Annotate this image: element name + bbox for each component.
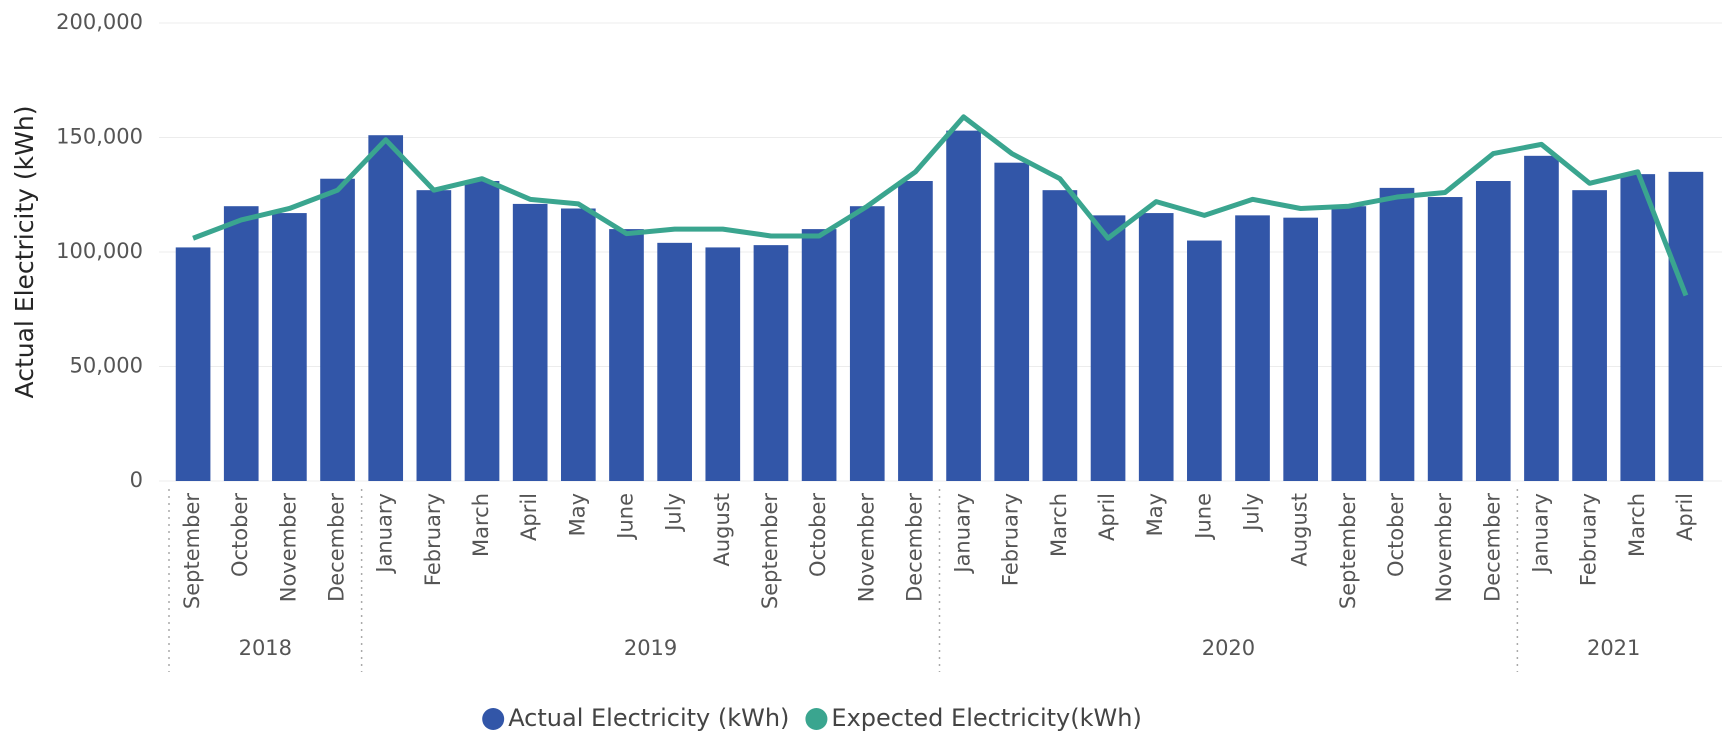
x-tick-label: January [373, 493, 397, 575]
x-tick-label: December [902, 493, 926, 602]
y-tick-label: 50,000 [70, 354, 143, 378]
x-tick-label: March [1625, 493, 1649, 557]
bar [994, 162, 1030, 481]
x-tick-label: May [565, 493, 589, 536]
y-tick-label: 200,000 [56, 10, 143, 34]
x-tick-label: June [1191, 493, 1215, 541]
bar [946, 130, 981, 481]
x-tick-label: March [1047, 493, 1071, 557]
y-tick-label: 150,000 [56, 125, 143, 149]
x-tick-label: July [1240, 493, 1264, 533]
x-tick-label: September [180, 493, 204, 609]
x-tick-label: November [276, 493, 300, 603]
x-tick-label: October [1384, 493, 1408, 577]
bar [560, 208, 596, 482]
x-tick-label: September [1336, 493, 1360, 609]
x-tick-label: January [1528, 493, 1552, 575]
y-axis-label: Actual Electricity (kWh) [10, 106, 39, 399]
legend: Actual Electricity (kWh) Expected Electri… [482, 704, 1142, 732]
x-group-label: 2020 [1202, 636, 1255, 660]
x-tick-label: December [1480, 493, 1504, 602]
x-tick-label: April [1095, 493, 1119, 541]
x-tick-label: February [1577, 493, 1601, 586]
bar [1187, 240, 1222, 481]
x-group-label: 2018 [239, 636, 292, 660]
bar [320, 178, 355, 481]
bar [705, 247, 741, 481]
legend-label: Expected Electricity(kWh) [831, 704, 1141, 732]
y-tick-label: 100,000 [56, 239, 143, 263]
bar [657, 242, 692, 481]
x-tick-label: October [806, 493, 830, 577]
bar [1427, 197, 1463, 482]
x-group-label: 2021 [1587, 636, 1640, 660]
x-tick-label: April [517, 493, 541, 541]
bar [1668, 171, 1704, 481]
x-group-label: 2019 [624, 636, 677, 660]
bar [1524, 155, 1559, 481]
x-tick-label: November [1432, 493, 1456, 603]
y-tick-label: 0 [130, 468, 143, 492]
x-tick-label: November [854, 493, 878, 603]
bar [416, 190, 452, 482]
bar [1572, 190, 1607, 482]
bar [175, 247, 211, 481]
x-tick-label: September [758, 493, 782, 609]
bar [1283, 217, 1319, 481]
legend-label: Actual Electricity (kWh) [508, 704, 789, 732]
x-tick-label: February [421, 493, 445, 586]
bar [223, 206, 259, 481]
bar [753, 245, 789, 481]
bar [609, 229, 644, 481]
x-tick-label: January [951, 493, 975, 575]
bar [1331, 206, 1367, 481]
bar [272, 213, 307, 481]
bar [1620, 174, 1656, 481]
bar [1379, 187, 1415, 481]
line [192, 114, 1689, 297]
bar [1475, 181, 1511, 481]
bar [898, 181, 933, 481]
x-tick-label: December [325, 493, 349, 602]
bar [1138, 213, 1174, 481]
bar [801, 229, 837, 481]
bar [368, 135, 404, 481]
bar [1042, 190, 1078, 482]
x-tick-label: August [710, 493, 734, 567]
x-tick-label: June [613, 493, 637, 541]
legend-marker [482, 708, 505, 730]
x-tick-label: April [1673, 493, 1697, 541]
x-tick-label: July [662, 493, 686, 533]
x-tick-label: May [1143, 493, 1167, 536]
x-tick-label: February [999, 493, 1023, 586]
bar [464, 181, 500, 481]
bar [1235, 215, 1270, 482]
legend-marker [805, 708, 828, 730]
x-tick-label: March [469, 493, 493, 557]
bar [512, 203, 548, 481]
bar [849, 206, 885, 481]
x-tick-label: August [1288, 493, 1312, 567]
x-tick-label: October [228, 493, 252, 577]
bar [1090, 215, 1126, 482]
